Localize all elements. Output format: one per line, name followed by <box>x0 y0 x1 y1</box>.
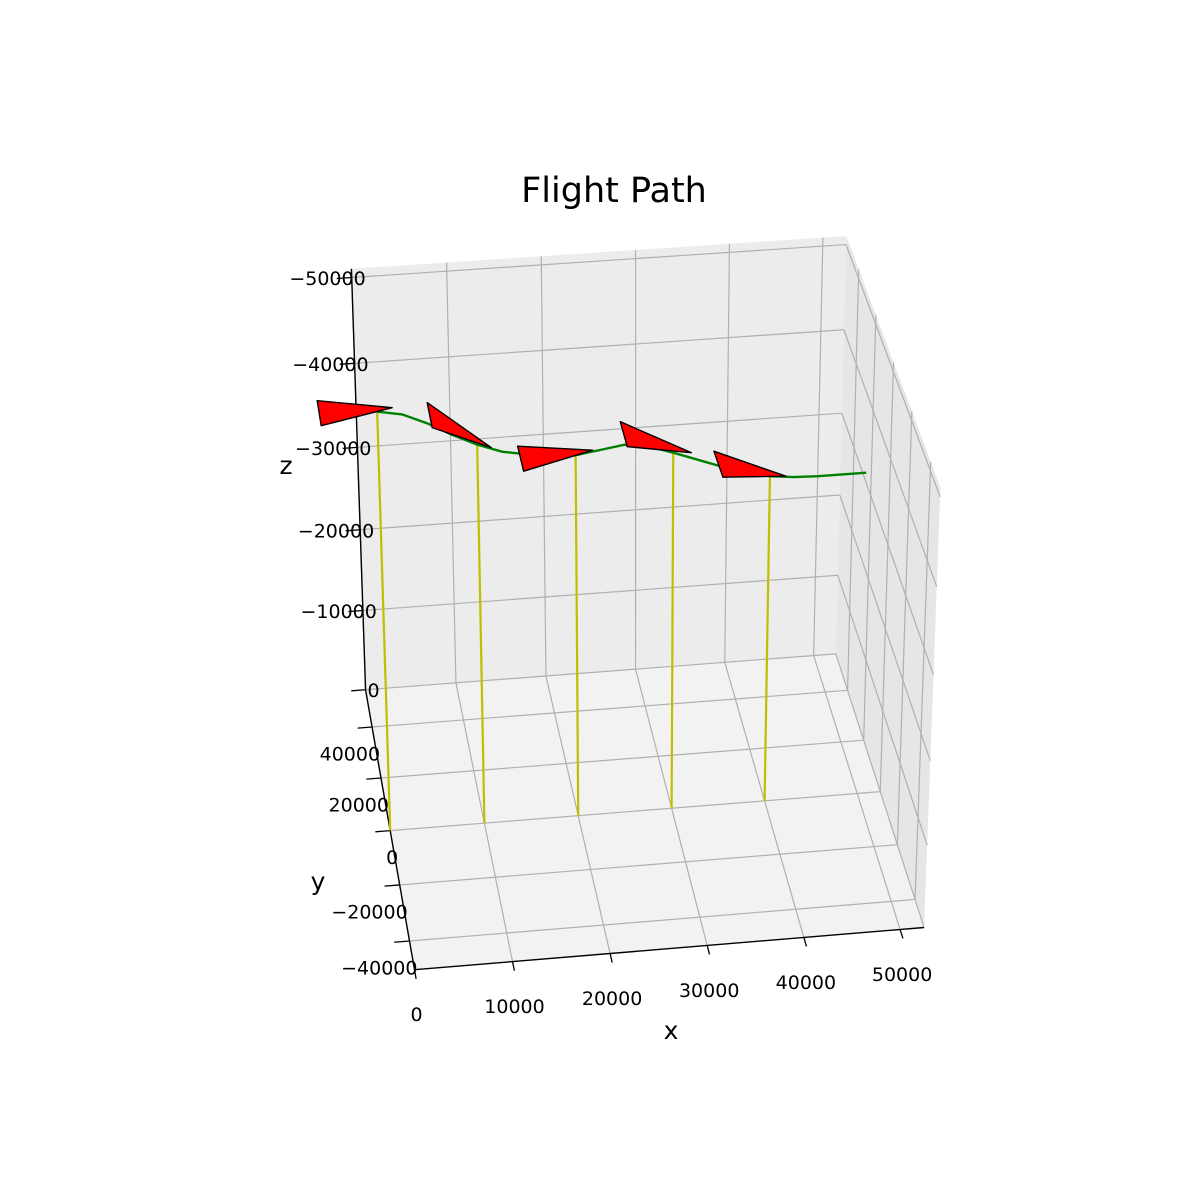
tick-mark <box>394 940 410 943</box>
grid-line <box>846 269 860 691</box>
grid-line <box>357 412 842 448</box>
plot-area <box>316 399 867 831</box>
grid-line <box>445 262 457 683</box>
x-tick-label: 20000 <box>582 988 642 1010</box>
grid-line <box>813 655 901 930</box>
grid-line <box>360 494 840 531</box>
chart-title: Flight Path <box>521 171 707 211</box>
grid-line <box>390 791 881 832</box>
grid-line <box>843 329 938 587</box>
grid-line <box>372 689 848 728</box>
grid-line <box>863 315 877 741</box>
grid-line <box>841 412 935 675</box>
y-tick-label: 40000 <box>320 743 380 765</box>
drop-line <box>763 476 772 801</box>
grid-line <box>409 898 916 942</box>
x-tick-label: 0 <box>410 1004 422 1026</box>
tick-mark <box>375 829 391 833</box>
grid-line <box>380 739 864 779</box>
aircraft-marker <box>619 420 692 454</box>
y-axis-label: y <box>311 867 326 896</box>
tick-mark <box>351 689 366 692</box>
aircraft-marker <box>426 401 492 449</box>
y-tick-label: 0 <box>386 847 398 869</box>
x-tick-label: 30000 <box>679 980 739 1002</box>
x-tick-label: 10000 <box>484 996 544 1018</box>
y-tick-label: 20000 <box>329 795 389 817</box>
z-axis-label: z <box>279 451 292 480</box>
tick-mark <box>345 529 361 532</box>
axes: 0 10000 20000 30000 40000 50000 −40000 −20000 0 2… <box>289 268 932 1026</box>
x-axis-label: x <box>664 1016 679 1045</box>
back-pane <box>351 235 847 690</box>
drop-line <box>476 444 486 824</box>
z-tick-label: −30000 <box>295 438 371 460</box>
grid-line <box>362 574 838 612</box>
z-tick-label: −10000 <box>301 601 377 623</box>
tick-mark <box>609 953 613 963</box>
tick-mark <box>384 884 400 887</box>
z-tick-label: −50000 <box>289 268 365 290</box>
x-tick-label: 40000 <box>776 972 836 994</box>
grid-line <box>354 329 844 364</box>
grid-line <box>837 575 928 846</box>
tick-mark <box>336 276 352 280</box>
tick-mark <box>706 945 711 955</box>
grid-line <box>839 494 931 761</box>
grid-line <box>835 653 925 928</box>
tick-mark <box>348 609 363 613</box>
aircraft-marker <box>516 445 594 472</box>
drop-line <box>376 411 392 831</box>
panes <box>351 235 941 970</box>
floor-pane <box>365 653 925 970</box>
grid-line <box>914 461 932 900</box>
drop-line <box>670 452 675 809</box>
z-tick-label: −40000 <box>292 354 368 376</box>
tick-mark <box>803 937 808 947</box>
aircraft-marker <box>713 450 787 478</box>
tick-mark <box>899 929 904 939</box>
tick-mark <box>511 961 516 971</box>
grid-line <box>813 237 824 656</box>
grid-line <box>724 243 731 663</box>
grid-line <box>845 244 941 497</box>
y-tick-label: −40000 <box>341 958 417 980</box>
x-tick-label: 50000 <box>872 964 932 986</box>
grid-line <box>351 243 847 279</box>
z-axis-line <box>350 268 367 690</box>
tick-mark <box>366 777 382 780</box>
x-axis-line <box>414 926 925 971</box>
grid-line <box>879 362 895 792</box>
tick-mark <box>339 362 355 365</box>
grid-line <box>399 844 898 886</box>
tick-mark <box>357 726 373 729</box>
aircraft-marker <box>316 399 393 427</box>
tick-mark <box>413 969 417 979</box>
z-tick-label: 0 <box>367 680 379 702</box>
grid-line <box>896 411 913 845</box>
right-pane <box>835 235 941 928</box>
grid-line <box>365 653 836 691</box>
drop-line <box>574 455 580 816</box>
z-tick-label: −20000 <box>298 520 374 542</box>
tick-mark <box>342 446 358 450</box>
grid-line <box>540 256 547 676</box>
y-tick-label: −20000 <box>331 901 407 923</box>
